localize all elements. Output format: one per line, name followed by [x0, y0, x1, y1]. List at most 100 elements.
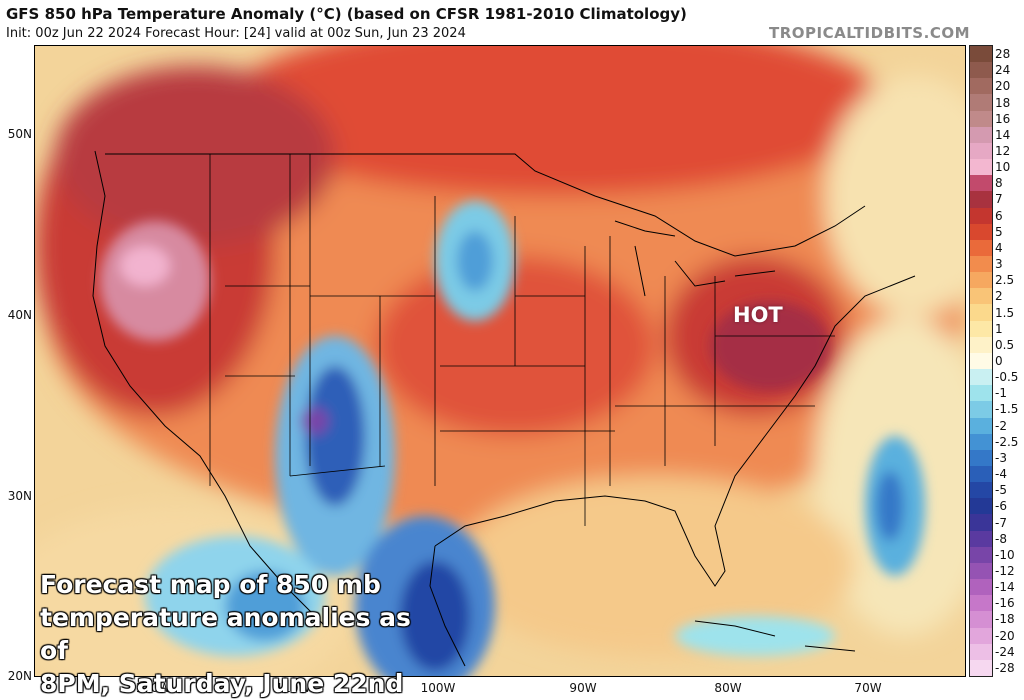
colorbar-segment	[970, 159, 992, 176]
colorbar-label: -10	[995, 547, 1015, 562]
colorbar-label: 16	[995, 111, 1011, 126]
colorbar-label: 0.5	[995, 337, 1015, 352]
colorbar-segment	[970, 94, 992, 112]
lat-label-40n: 40N	[7, 308, 32, 322]
map-panel	[34, 45, 966, 677]
colorbar-label: -28	[995, 660, 1015, 675]
colorbar-segment	[970, 175, 992, 192]
colorbar-label: 1	[995, 321, 1003, 336]
colorbar-label: 18	[995, 95, 1011, 110]
colorbar-segment	[970, 288, 992, 305]
plains-cool-core	[457, 231, 493, 291]
lon-label-120w: 120W	[135, 681, 171, 695]
colorbar-segment	[970, 46, 992, 63]
colorbar-label: -1.5	[995, 402, 1019, 417]
northeast-mild	[825, 76, 965, 316]
caption-line-3: 8PM, Saturday, June 22nd	[40, 669, 404, 698]
gulf-coast-line	[434, 275, 916, 587]
colorbar-segment	[970, 466, 992, 483]
colorbar-segment	[970, 272, 992, 289]
colorbar-segment	[970, 207, 992, 225]
colorbar-label: -5	[995, 483, 1007, 498]
colorbar-label: -16	[995, 596, 1015, 611]
colorbar-segment	[970, 142, 992, 160]
colorbar-segment	[970, 401, 992, 419]
colorbar-label: 2.5	[995, 273, 1015, 288]
colorbar-label: -3	[995, 450, 1007, 465]
lon-label-110w: 110W	[275, 681, 311, 695]
colorbar-segment	[970, 126, 992, 144]
west-coast-line	[92, 150, 326, 627]
anomaly-map	[35, 46, 965, 676]
colorbar-label: -14	[995, 580, 1015, 595]
colorbar-label: -18	[995, 612, 1015, 627]
colorbar-segment	[970, 223, 992, 241]
colorbar-segment	[970, 417, 992, 435]
colorbar-segment	[970, 110, 992, 128]
pacific-cool-core	[225, 571, 305, 641]
colorbar-segment	[970, 659, 992, 677]
hot-annotation: HOT	[733, 303, 783, 327]
lon-label-80w: 80W	[714, 681, 742, 695]
colorbar-segment	[970, 579, 992, 596]
colorbar-label: -4	[995, 467, 1007, 482]
colorbar-label: -6	[995, 499, 1007, 514]
colorbar-label: 12	[995, 144, 1011, 158]
colorbar	[969, 45, 993, 677]
lat-label-50n: 50N	[7, 127, 32, 141]
warm-core-north	[225, 46, 885, 196]
atlantic-cool-patch-core	[876, 471, 904, 541]
mexico-coast-line	[429, 545, 466, 667]
colorbar-label: -2.5	[995, 434, 1019, 449]
lon-label-70w: 70W	[854, 681, 882, 695]
colorbar-segment	[970, 530, 992, 548]
lat-label-20n: 20N	[7, 669, 32, 683]
colorbar-label: -7	[995, 515, 1007, 530]
colorbar-label: 10	[995, 160, 1011, 175]
colorbar-segment	[970, 643, 992, 661]
colorbar-segment	[970, 352, 992, 370]
southwest-cool-core	[305, 366, 365, 506]
colorbar-label: -0.5	[995, 370, 1019, 385]
southwest-cool-peak	[301, 407, 329, 435]
colorbar-segment	[970, 320, 992, 338]
colorbar-label: 14	[995, 127, 1011, 142]
colorbar-segment	[970, 562, 992, 580]
map-caption: Forecast map of 850 mb temperature anoma…	[40, 568, 420, 700]
colorbar-label: -12	[995, 564, 1015, 578]
lon-label-100w: 100W	[420, 681, 456, 695]
caption-line-1: Forecast map of 850 mb	[40, 570, 381, 599]
colorbar-label: 1.5	[995, 305, 1015, 320]
boundary-lines	[92, 150, 916, 667]
colorbar-label: 6	[995, 208, 1003, 223]
colorbar-label: 28	[995, 47, 1011, 62]
colorbar-segment	[970, 498, 992, 515]
colorbar-segment	[970, 595, 992, 612]
colorbar-segment	[970, 336, 992, 354]
colorbar-label: 5	[995, 224, 1003, 239]
colorbar-label: -20	[995, 628, 1015, 643]
east-hot-dome	[710, 301, 830, 391]
colorbar-segment	[970, 239, 992, 257]
colorbar-segment	[970, 369, 992, 386]
great-lakes	[614, 220, 776, 297]
us-canada-border	[105, 153, 866, 257]
map-subtitle: Init: 00z Jun 22 2024 Forecast Hour: [24…	[6, 26, 466, 41]
west-heat-peak	[120, 246, 170, 286]
colorbar-segment	[970, 78, 992, 95]
colorbar-segment	[970, 514, 992, 532]
colorbar-segment	[970, 627, 992, 645]
colorbar-segment	[970, 433, 992, 451]
caribbean-cool	[675, 616, 835, 656]
colorbar-segment	[970, 191, 992, 209]
colorbar-label: -1	[995, 386, 1007, 401]
colorbar-label: 24	[995, 63, 1011, 78]
colorbar-segment	[970, 546, 992, 564]
colorbar-segment	[970, 611, 992, 629]
colorbar-label: 3	[995, 257, 1003, 272]
caption-line-2: temperature anomalies as of	[40, 603, 411, 665]
lat-label-30n: 30N	[7, 489, 32, 503]
colorbar-label: 8	[995, 176, 1003, 191]
colorbar-label: 7	[995, 192, 1003, 207]
colorbar-segment	[970, 449, 992, 467]
